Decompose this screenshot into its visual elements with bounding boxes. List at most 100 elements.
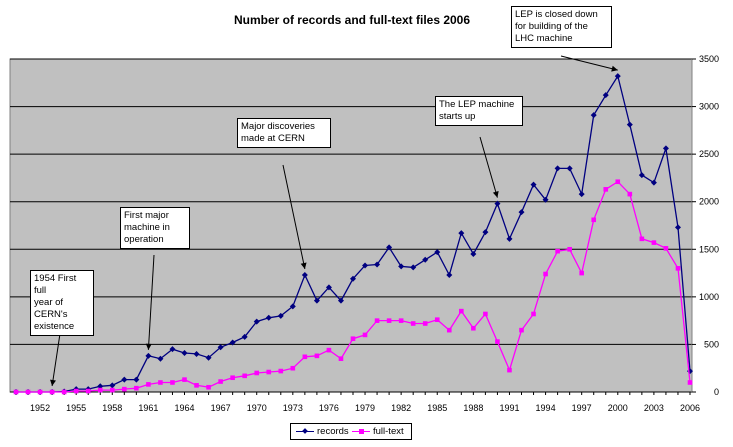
point-full-text bbox=[109, 387, 115, 393]
point-full-text bbox=[134, 385, 139, 391]
x-tick-label: 1964 bbox=[174, 403, 194, 413]
annotation-1990: The LEP machine starts up bbox=[435, 96, 523, 126]
point-records bbox=[506, 235, 513, 242]
point-records bbox=[590, 112, 597, 119]
x-tick-label: 1973 bbox=[283, 403, 303, 413]
point-records bbox=[446, 271, 453, 278]
point-full-text bbox=[314, 353, 320, 359]
legend-item-fulltext: full-text bbox=[352, 426, 404, 437]
point-records bbox=[638, 172, 645, 179]
y-tick-label: 1500 bbox=[699, 244, 719, 254]
point-full-text bbox=[350, 336, 356, 342]
point-full-text bbox=[266, 369, 272, 375]
x-tick-label: 1955 bbox=[66, 403, 86, 413]
y-tick-label: 1000 bbox=[699, 292, 719, 302]
point-full-text bbox=[507, 367, 512, 373]
point-records bbox=[362, 262, 369, 269]
point-records bbox=[494, 200, 501, 207]
point-records bbox=[434, 249, 441, 256]
point-full-text bbox=[519, 327, 524, 333]
point-full-text bbox=[13, 389, 19, 395]
point-records bbox=[650, 179, 657, 186]
point-records bbox=[217, 344, 224, 351]
point-full-text bbox=[374, 318, 380, 323]
gridlines bbox=[10, 58, 692, 345]
point-records bbox=[422, 256, 429, 263]
y-tick-label: 2000 bbox=[699, 197, 719, 207]
point-records bbox=[602, 92, 609, 99]
point-full-text bbox=[422, 321, 428, 326]
legend-swatch-fulltext bbox=[352, 427, 370, 436]
annotation-arrows bbox=[50, 55, 618, 387]
point-full-text bbox=[567, 246, 572, 252]
annotation-arrowhead bbox=[492, 191, 499, 198]
point-full-text bbox=[290, 365, 296, 371]
y-tick-label: 0 bbox=[714, 387, 719, 397]
x-tick-label: 1985 bbox=[427, 403, 447, 413]
point-full-text bbox=[615, 179, 621, 185]
x-tick-label: 2000 bbox=[608, 403, 628, 413]
y-tick-label: 3500 bbox=[699, 54, 719, 64]
annotation-arrowhead bbox=[145, 343, 152, 350]
point-full-text bbox=[158, 380, 163, 385]
x-tick-label: 1967 bbox=[211, 403, 231, 413]
x-tick-label: 1997 bbox=[572, 403, 592, 413]
point-full-text bbox=[675, 266, 681, 271]
annotation-arrowhead bbox=[611, 65, 618, 72]
point-records bbox=[458, 230, 465, 237]
point-records bbox=[542, 196, 549, 203]
point-full-text bbox=[398, 318, 404, 323]
legend: records full-text bbox=[290, 423, 412, 440]
point-full-text bbox=[85, 388, 91, 394]
annotation-arrow bbox=[147, 254, 155, 350]
point-full-text bbox=[278, 368, 284, 374]
annotation-1954: 1954 First full year of CERN's existence bbox=[30, 270, 94, 336]
point-full-text bbox=[206, 384, 211, 390]
point-records bbox=[518, 209, 525, 216]
x-tick-label: 1994 bbox=[536, 403, 556, 413]
annotation-1974: Major discoveries made at CERN bbox=[237, 118, 331, 148]
y-tick-label: 3000 bbox=[699, 102, 719, 112]
annotation-arrow bbox=[51, 326, 62, 387]
point-full-text bbox=[651, 240, 657, 245]
point-full-text bbox=[591, 217, 597, 223]
point-records bbox=[614, 73, 621, 80]
point-full-text bbox=[338, 356, 344, 361]
point-records bbox=[410, 264, 417, 271]
point-full-text bbox=[446, 327, 452, 333]
x-tick-label: 1970 bbox=[247, 403, 267, 413]
series-layer bbox=[13, 73, 693, 395]
point-full-text bbox=[579, 270, 584, 276]
annotation-arrow bbox=[282, 164, 306, 270]
point-full-text bbox=[170, 380, 175, 385]
x-tick-label: 1988 bbox=[463, 403, 483, 413]
point-full-text bbox=[639, 236, 645, 242]
point-records bbox=[229, 339, 236, 346]
point-records bbox=[350, 275, 356, 282]
point-records bbox=[386, 244, 393, 251]
point-records bbox=[301, 271, 308, 278]
x-tick-label: 1979 bbox=[355, 403, 375, 413]
point-records bbox=[674, 224, 681, 231]
point-records bbox=[97, 383, 104, 390]
point-records bbox=[313, 297, 320, 304]
x-tick-label: 1991 bbox=[499, 403, 519, 413]
point-records bbox=[289, 303, 296, 310]
point-full-text bbox=[326, 347, 332, 353]
annotation-1961: First major machine in operation bbox=[120, 207, 190, 249]
point-records bbox=[241, 333, 248, 340]
point-full-text bbox=[687, 380, 693, 385]
point-full-text bbox=[483, 311, 488, 317]
legend-swatch-records bbox=[296, 427, 314, 436]
point-full-text bbox=[471, 325, 476, 331]
annotation-2000: LEP is closed down for building of the L… bbox=[511, 6, 612, 48]
point-records bbox=[157, 355, 164, 362]
point-full-text bbox=[146, 382, 151, 387]
point-full-text bbox=[627, 191, 633, 197]
point-records bbox=[662, 145, 669, 152]
point-full-text bbox=[663, 246, 669, 251]
x-tick-label: 1961 bbox=[138, 403, 158, 413]
x-tick-label: 2003 bbox=[644, 403, 664, 413]
point-records bbox=[398, 263, 405, 270]
